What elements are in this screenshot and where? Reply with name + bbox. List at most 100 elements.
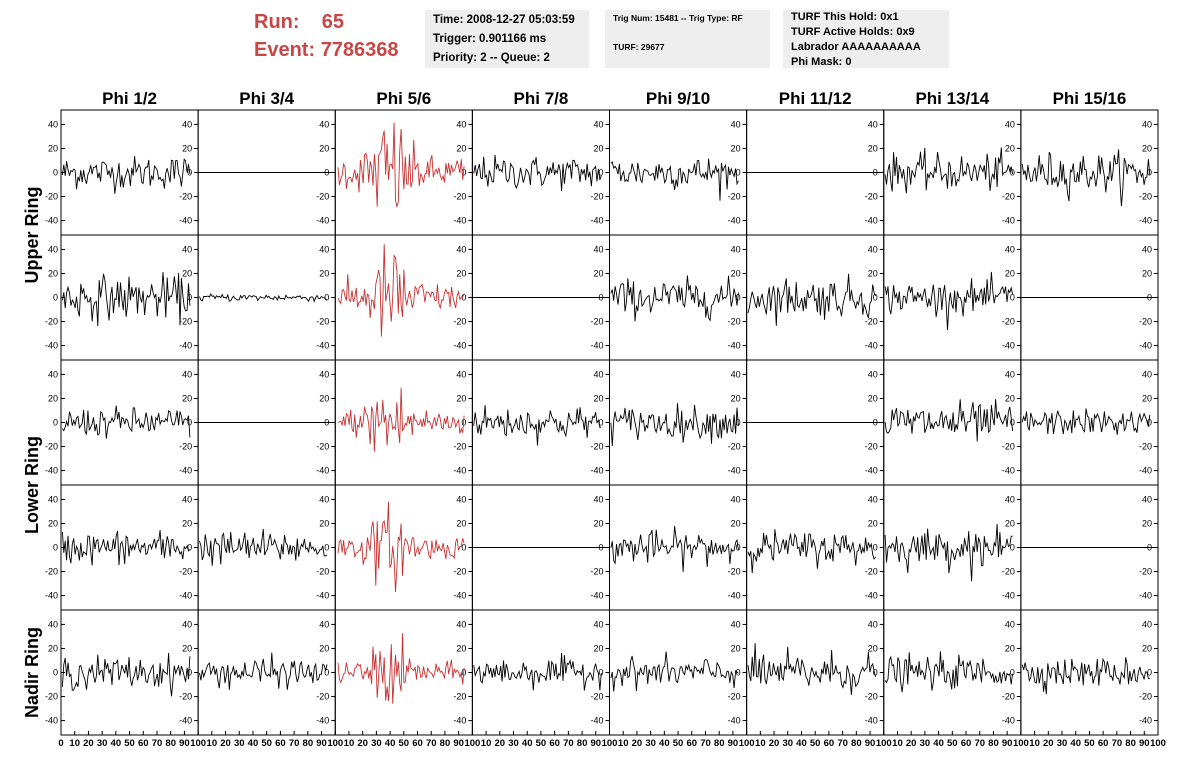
y-tick-label: -40 [1139, 716, 1152, 726]
column-header: Phi 5/6 [376, 89, 431, 108]
y-tick-label: -20 [179, 442, 192, 452]
x-tick-label: 50 [399, 738, 410, 749]
event-label: Event: [254, 39, 316, 61]
y-tick-label: 40 [319, 494, 329, 504]
y-tick-label: 40 [731, 119, 741, 129]
y-tick-label: -20 [316, 692, 329, 702]
y-tick-label: 40 [593, 619, 603, 629]
y-tick-label: 20 [48, 518, 58, 528]
y-tick-label: 20 [456, 268, 466, 278]
x-tick-label: 50 [261, 738, 272, 749]
y-tick-label: 0 [1010, 293, 1015, 303]
x-tick-label: 100 [602, 738, 618, 749]
x-tick-label: 30 [97, 738, 108, 749]
y-tick-label: -40 [45, 216, 58, 226]
y-tick-label: -40 [453, 466, 466, 476]
x-tick-label: 30 [1057, 738, 1068, 749]
y-tick-label: 20 [319, 143, 329, 153]
y-tick-label: 20 [182, 393, 192, 403]
trigger-line: Trigger: 0.901166 ms [433, 33, 547, 45]
y-tick-label: 0 [1147, 418, 1152, 428]
y-tick-label: 40 [319, 244, 329, 254]
y-tick-label: 20 [1005, 393, 1015, 403]
y-tick-label: 0 [461, 543, 466, 553]
y-tick-label: -40 [1002, 591, 1015, 601]
y-tick-label: 0 [461, 293, 466, 303]
x-tick-label: 100 [1150, 738, 1166, 749]
y-tick-label: 40 [456, 119, 466, 129]
y-tick-label: 0 [873, 543, 878, 553]
x-tick-label: 10 [344, 738, 355, 749]
y-tick-label: -20 [453, 192, 466, 202]
y-tick-label: 20 [868, 268, 878, 278]
waveform-trace [199, 293, 328, 303]
x-tick-label: 20 [495, 738, 506, 749]
waveform-trace [62, 405, 191, 439]
x-tick-label: 50 [947, 738, 958, 749]
y-tick-label: 40 [1005, 619, 1015, 629]
waveform-trace [61, 272, 191, 327]
y-tick-label: -40 [453, 341, 466, 351]
waveform-trace [337, 633, 465, 704]
y-tick-label: 40 [48, 494, 58, 504]
turf-info-box: TURF This Hold: 0x1 TURF Active Holds: 0… [783, 10, 949, 68]
x-tick-label: 80 [1125, 738, 1136, 749]
x-tick-label: 80 [851, 738, 862, 749]
y-tick-label: -40 [865, 591, 878, 601]
y-tick-label: -40 [1002, 216, 1015, 226]
y-tick-label: -20 [865, 317, 878, 327]
y-tick-label: -40 [728, 591, 741, 601]
row-label: Lower Ring [22, 436, 42, 534]
x-tick-label: 60 [549, 738, 560, 749]
row-label: Upper Ring [22, 187, 42, 284]
waveform-trace [884, 523, 1013, 582]
y-tick-label: -40 [1002, 716, 1015, 726]
y-tick-label: -40 [45, 466, 58, 476]
y-tick-label: -20 [316, 192, 329, 202]
y-tick-label: 40 [182, 619, 192, 629]
waveform-trace [610, 526, 739, 572]
x-tick-label: 20 [906, 738, 917, 749]
y-tick-label: 40 [593, 119, 603, 129]
y-tick-label: 20 [868, 143, 878, 153]
y-tick-label: -20 [1002, 442, 1015, 452]
x-tick-label: 70 [1112, 738, 1123, 749]
x-tick-label: 100 [464, 738, 480, 749]
y-tick-label: 40 [456, 244, 466, 254]
y-tick-label: -40 [316, 716, 329, 726]
y-tick-label: 20 [1005, 143, 1015, 153]
y-tick-label: 40 [182, 119, 192, 129]
x-tick-label: 80 [440, 738, 451, 749]
y-tick-label: -40 [1002, 341, 1015, 351]
y-tick-label: 40 [868, 369, 878, 379]
x-tick-label: 70 [426, 738, 437, 749]
y-tick-label: 20 [593, 393, 603, 403]
x-tick-label: 100 [876, 738, 892, 749]
y-tick-label: 20 [182, 143, 192, 153]
y-tick-label: -20 [865, 192, 878, 202]
y-tick-label: -40 [865, 466, 878, 476]
y-tick-label: 0 [1010, 543, 1015, 553]
y-tick-label: -40 [316, 591, 329, 601]
y-tick-label: 0 [1010, 668, 1015, 678]
y-tick-label: -20 [1002, 692, 1015, 702]
y-tick-label: -40 [1139, 466, 1152, 476]
y-tick-label: 0 [1010, 418, 1015, 428]
y-tick-label: 20 [319, 643, 329, 653]
y-tick-label: 20 [868, 643, 878, 653]
y-tick-label: -20 [45, 567, 58, 577]
x-tick-label: 40 [1070, 738, 1081, 749]
y-tick-label: 40 [182, 369, 192, 379]
y-tick-label: -40 [728, 466, 741, 476]
y-tick-label: -40 [453, 716, 466, 726]
x-tick-label: 10 [69, 738, 80, 749]
x-tick-label: 60 [961, 738, 972, 749]
